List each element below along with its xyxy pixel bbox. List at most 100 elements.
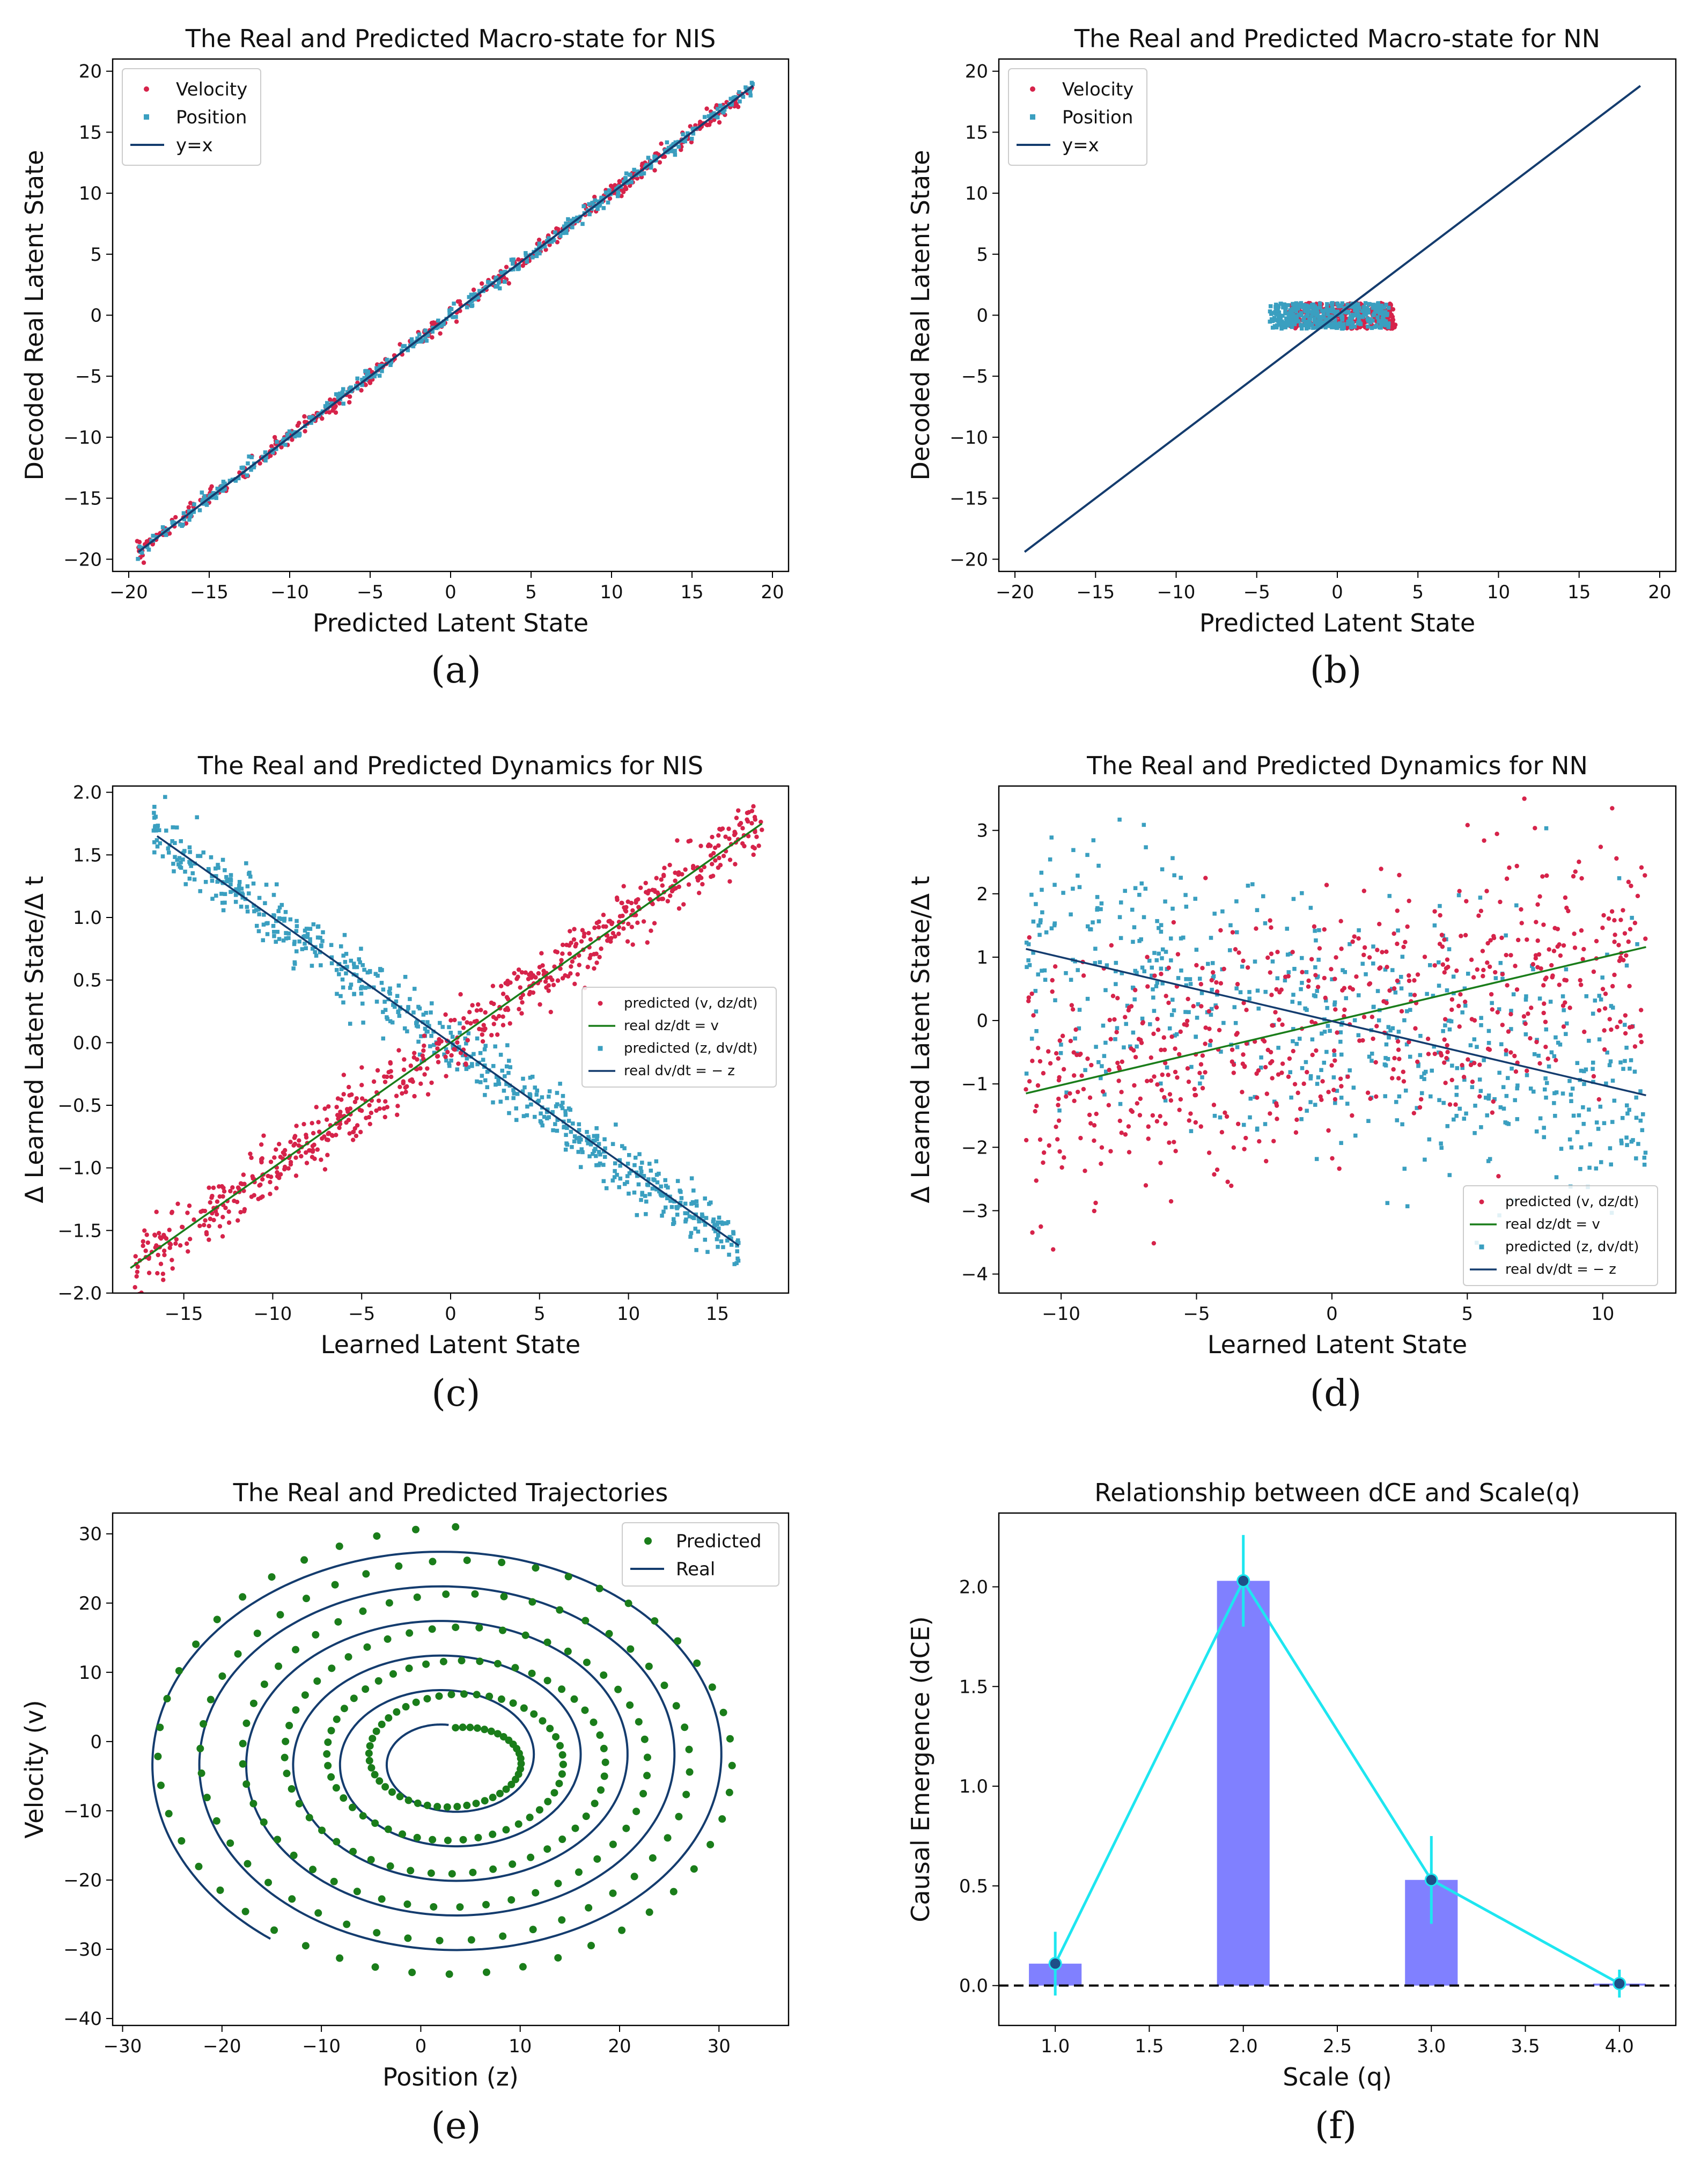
predicted-v-point bbox=[1198, 982, 1204, 987]
predicted-v-point bbox=[1506, 1029, 1511, 1034]
predicted-v-point bbox=[1050, 989, 1055, 994]
predicted-v-point bbox=[1360, 1038, 1365, 1043]
predicted-z-point bbox=[1026, 958, 1030, 963]
predicted-v-point bbox=[1442, 1060, 1447, 1065]
position-point bbox=[542, 244, 547, 249]
predicted-v-point bbox=[1209, 978, 1214, 983]
predicted-v-point bbox=[594, 960, 599, 965]
predicted-z-point bbox=[151, 828, 156, 833]
predicted-v-point bbox=[698, 876, 704, 880]
predicted-v-point bbox=[1442, 1037, 1447, 1042]
predicted-z-point bbox=[525, 1113, 529, 1118]
predicted-v-point bbox=[1477, 1062, 1482, 1067]
predicted-z-point bbox=[1096, 1060, 1101, 1065]
predicted-v-point bbox=[310, 1155, 315, 1159]
predicted-v-point bbox=[180, 1224, 185, 1230]
predicted-v-point bbox=[359, 1108, 364, 1113]
predicted-z-point bbox=[1634, 1095, 1638, 1100]
predicted-z-point bbox=[1137, 938, 1142, 943]
y-tick-label: −30 bbox=[63, 1939, 102, 1961]
position-point bbox=[219, 484, 224, 489]
predicted-v-point bbox=[275, 1170, 279, 1175]
predicted-z-point bbox=[216, 863, 220, 867]
predicted-z-point bbox=[1445, 1124, 1450, 1128]
predicted-v-point bbox=[1110, 994, 1116, 999]
predicted-z-point bbox=[248, 875, 253, 879]
predicted-v-point bbox=[572, 927, 577, 931]
y-tick-label: 0 bbox=[976, 1010, 988, 1032]
position-point bbox=[1283, 325, 1287, 329]
legend-z-marker bbox=[1479, 1244, 1484, 1250]
predicted-v-point bbox=[1199, 1004, 1204, 1009]
predicted-v-point bbox=[312, 1142, 316, 1147]
predicted-v-point bbox=[395, 1112, 400, 1117]
predicted-z-point bbox=[717, 1215, 722, 1220]
predicted-point bbox=[527, 1853, 535, 1861]
predicted-v-point bbox=[1168, 1199, 1174, 1204]
predicted-v-point bbox=[1534, 1039, 1539, 1045]
y-tick-label: −10 bbox=[63, 1801, 102, 1822]
position-point bbox=[436, 325, 440, 329]
predicted-z-point bbox=[170, 839, 174, 843]
predicted-z-point bbox=[449, 1058, 453, 1063]
predicted-z-point bbox=[207, 868, 211, 872]
predicted-z-point bbox=[1325, 1005, 1329, 1010]
predicted-v-point bbox=[1057, 1149, 1062, 1154]
predicted-z-point bbox=[210, 874, 214, 878]
predicted-point bbox=[559, 1760, 567, 1768]
predicted-v-point bbox=[710, 834, 715, 840]
predicted-z-point bbox=[591, 1151, 595, 1156]
predicted-v-point bbox=[202, 1223, 207, 1228]
predicted-z-point bbox=[408, 997, 412, 1001]
position-point bbox=[200, 500, 204, 504]
y-tick-label: 15 bbox=[79, 122, 102, 143]
predicted-z-point bbox=[483, 1093, 487, 1097]
position-point bbox=[1315, 310, 1320, 314]
predicted-z-point bbox=[515, 1092, 520, 1096]
position-point bbox=[1333, 318, 1337, 323]
predicted-v-point bbox=[1413, 1026, 1418, 1031]
predicted-v-point bbox=[1609, 909, 1615, 914]
predicted-v-point bbox=[1525, 1068, 1529, 1073]
predicted-z-point bbox=[1642, 1155, 1647, 1160]
predicted-v-point bbox=[1112, 1017, 1117, 1022]
y-tick-label: 2 bbox=[976, 884, 988, 905]
predicted-v-point bbox=[326, 1130, 332, 1135]
predicted-z-point bbox=[1181, 935, 1186, 940]
position-point bbox=[1346, 319, 1351, 324]
predicted-z-point bbox=[220, 900, 225, 905]
predicted-v-point bbox=[1630, 1024, 1635, 1029]
predicted-z-point bbox=[430, 1001, 434, 1005]
predicted-v-point bbox=[1108, 1149, 1113, 1154]
predicted-z-point bbox=[152, 811, 156, 815]
predicted-v-point bbox=[673, 878, 678, 883]
x-tick-label: −10 bbox=[270, 582, 309, 603]
predicted-z-point bbox=[502, 1089, 506, 1093]
predicted-v-point bbox=[381, 1106, 387, 1111]
position-point bbox=[372, 374, 377, 379]
predicted-v-point bbox=[258, 1182, 263, 1187]
position-point bbox=[197, 508, 202, 512]
predicted-point bbox=[241, 1907, 249, 1915]
predicted-z-point bbox=[1425, 992, 1429, 996]
y-tick-label: 1.5 bbox=[73, 845, 102, 866]
predicted-v-point bbox=[197, 1223, 202, 1228]
predicted-v-point bbox=[1131, 1048, 1136, 1053]
predicted-v-point bbox=[297, 1138, 301, 1143]
predicted-v-point bbox=[348, 1106, 353, 1111]
predicted-v-point bbox=[1537, 1061, 1542, 1066]
predicted-z-point bbox=[530, 1075, 535, 1079]
predicted-v-point bbox=[397, 1084, 402, 1090]
position-point bbox=[1277, 313, 1282, 318]
predicted-z-point bbox=[1499, 1042, 1504, 1046]
predicted-z-point bbox=[157, 828, 161, 832]
predicted-v-point bbox=[330, 1133, 335, 1139]
predicted-z-point bbox=[1188, 982, 1193, 986]
position-point bbox=[1365, 317, 1370, 321]
predicted-z-point bbox=[731, 1231, 736, 1236]
predicted-z-point bbox=[1184, 977, 1188, 981]
predicted-point bbox=[412, 1525, 420, 1533]
predicted-v-point bbox=[705, 843, 711, 849]
predicted-z-point bbox=[261, 922, 266, 927]
predicted-point bbox=[216, 1886, 224, 1894]
